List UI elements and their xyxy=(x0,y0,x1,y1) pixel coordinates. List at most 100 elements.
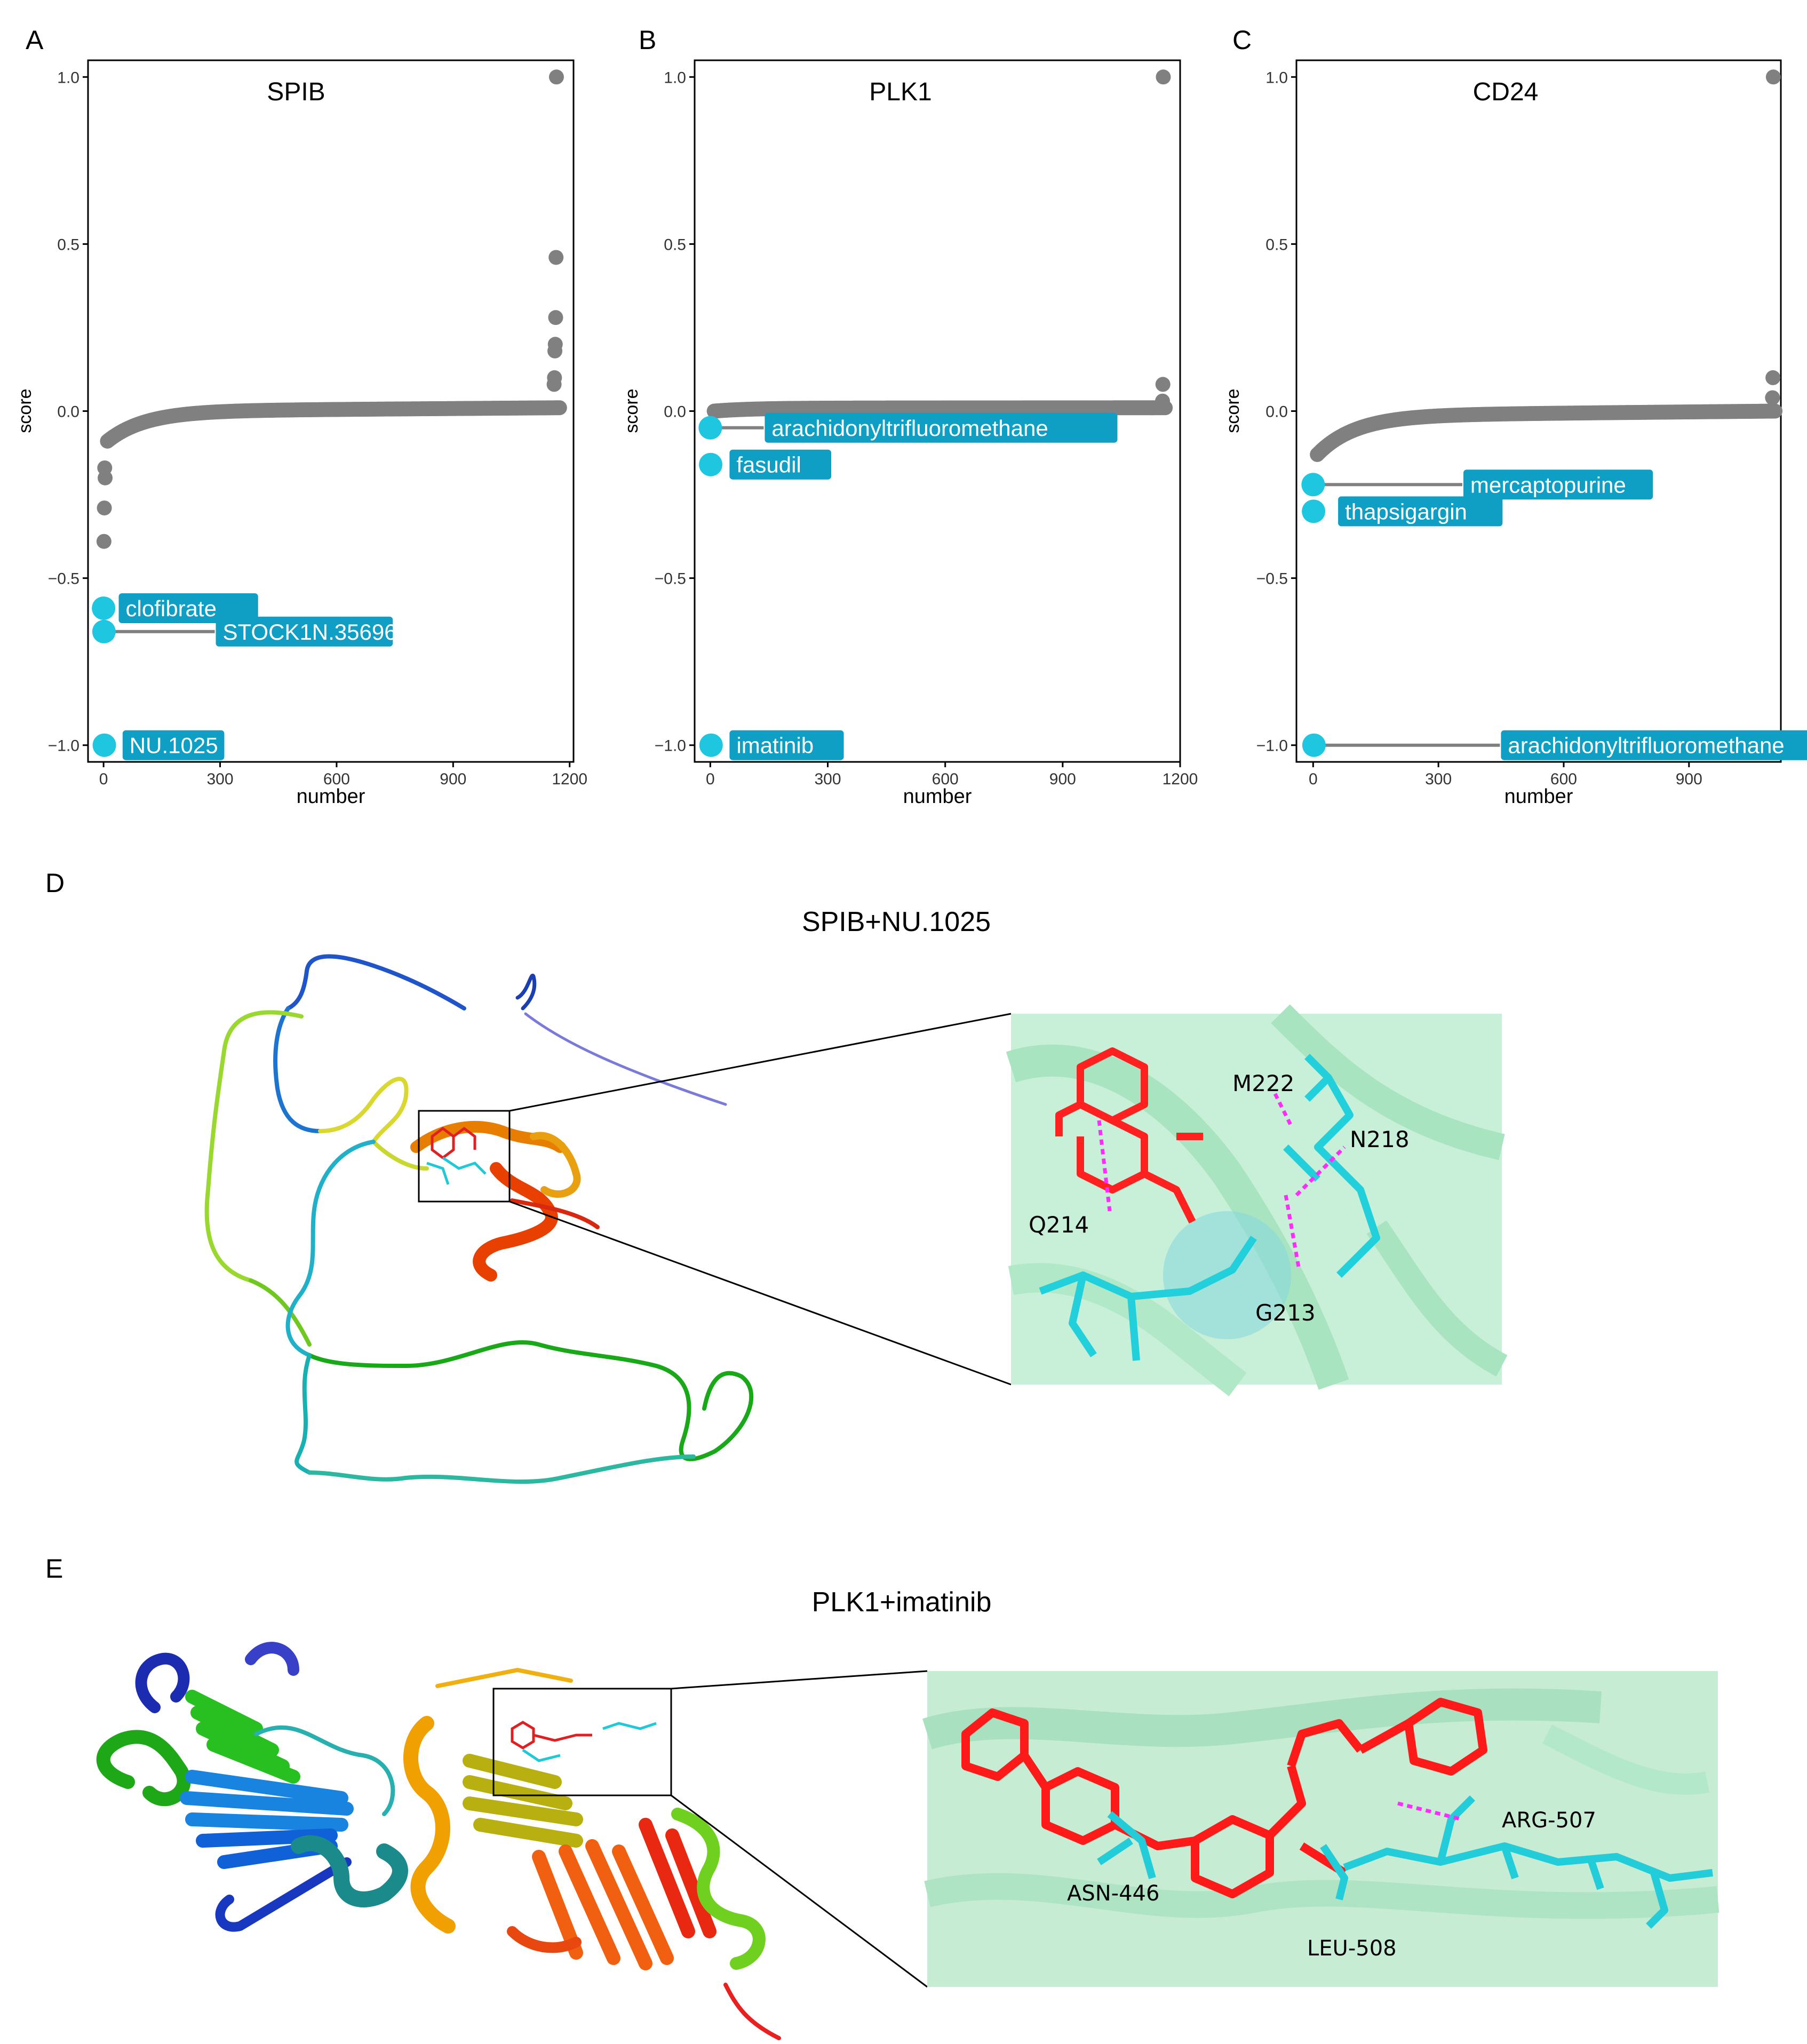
panel-letter-c: C xyxy=(1232,25,1252,55)
highlight-point-a-0 xyxy=(92,596,116,620)
curve-point xyxy=(1768,403,1783,419)
outlier-point-a-8 xyxy=(548,310,563,325)
x-axis-label-a: number xyxy=(297,785,365,808)
outlier-point-a-9 xyxy=(548,250,564,265)
ligand-imatinib-small xyxy=(511,1721,657,1762)
outlier-point-b-2 xyxy=(1156,69,1171,85)
label-box-c-2 xyxy=(1501,730,1807,760)
zoom-line-e-top xyxy=(671,1670,928,1690)
drug-label-a-0: clofibrate xyxy=(126,596,217,621)
drug-label-c-0: mercaptopurine xyxy=(1470,472,1626,497)
residue-label-leu508: LEU-508 xyxy=(1307,1936,1397,1961)
residue-label-arg507: ARG-507 xyxy=(1502,1808,1596,1833)
outlier-point-a-1 xyxy=(98,470,113,486)
x-tick-label-b-1: 300 xyxy=(814,770,841,788)
outlier-point-b-0 xyxy=(1155,393,1170,409)
drug-label-b-2: imatinib xyxy=(736,733,814,758)
drug-label-a-2: NU.1025 xyxy=(130,733,218,758)
y-tick-label-b-3: 0.5 xyxy=(664,236,686,253)
highlight-point-b-2 xyxy=(699,733,723,757)
y-tick-label-c-3: 0.5 xyxy=(1265,236,1288,253)
y-tick-label-c-4: 1.0 xyxy=(1265,69,1288,86)
panel-letter-b: B xyxy=(639,25,656,55)
chart-panel-b: B PLK1 −1.0 −0.5 0.0 0.5 1.0 0 300 600 900 1200 ar… xyxy=(622,25,1198,808)
drug-label-c-2: arachidonyltrifluoromethane xyxy=(1508,733,1784,758)
docking-panel-d: D SPIB+NU.1025 xyxy=(45,868,1508,1484)
zoom-box-d xyxy=(418,1110,511,1203)
panel-letter-e: E xyxy=(45,1554,63,1584)
y-tick-label-a-0: −1.0 xyxy=(48,737,79,755)
y-tick-label-b-2: 0.0 xyxy=(664,403,686,421)
y-tick-label-a-2: 0.0 xyxy=(57,403,79,421)
x-tick-label-a-4: 1200 xyxy=(552,770,587,788)
outlier-point-a-2 xyxy=(97,500,112,516)
x-tick-label-b-0: 0 xyxy=(706,770,715,788)
y-axis-label-c: score xyxy=(1223,388,1243,433)
x-tick-label-a-3: 900 xyxy=(440,770,466,788)
label-box-b-0 xyxy=(765,412,1118,443)
panel-letter-a: A xyxy=(26,25,44,55)
x-tick-label-a-2: 600 xyxy=(323,770,350,788)
x-tick-label-a-1: 300 xyxy=(206,770,233,788)
drug-label-a-1: STOCK1N.35696 xyxy=(223,619,397,645)
y-tick-label-a-4: 1.0 xyxy=(57,69,79,86)
label-box-a-2 xyxy=(122,730,225,760)
x-tick-label-b-4: 1200 xyxy=(1163,770,1198,788)
residue-label-asn446: ASN-446 xyxy=(1067,1881,1159,1906)
label-box-a-1 xyxy=(216,616,393,647)
outlier-point-a-5 xyxy=(547,370,562,385)
panel-letter-d: D xyxy=(45,868,65,898)
docking-title-e: PLK1+imatinib xyxy=(812,1587,992,1618)
chart-panel-c: C CD24 −1.0 −0.5 0.0 0.5 1.0 0 300 600 900 mercap… xyxy=(1223,25,1807,808)
x-axis-label-b: number xyxy=(903,785,972,808)
protein-ribbon-spib xyxy=(204,954,754,1484)
chart-title-spib: SPIB xyxy=(267,78,325,106)
outlier-point-b-1 xyxy=(1155,377,1171,392)
highlight-point-a-2 xyxy=(92,733,116,757)
y-tick-label-b-1: −0.5 xyxy=(655,570,686,588)
plot-area-c: −1.0 −0.5 0.0 0.5 1.0 0 300 600 900 mercaptopurin… xyxy=(1256,69,1807,788)
y-tick-label-a-1: −0.5 xyxy=(48,570,79,588)
chart-title-plk1: PLK1 xyxy=(869,78,932,106)
chart-title-cd24: CD24 xyxy=(1473,78,1539,106)
outlier-point-a-3 xyxy=(96,534,112,549)
chart-panel-a: A SPIB −1.0 −0.5 0.0 0.5 1.0 0 300 600 900 1200 cl… xyxy=(15,25,587,808)
x-tick-label-b-3: 900 xyxy=(1049,770,1076,788)
plot-area-a: −1.0 −0.5 0.0 0.5 1.0 0 300 600 900 1200 clofibrat… xyxy=(48,69,587,788)
highlight-point-b-1 xyxy=(699,452,723,476)
y-tick-label-c-1: −0.5 xyxy=(1256,570,1288,588)
protein-ribbon-plk1-right xyxy=(403,1668,781,2040)
residue-label-n218: N218 xyxy=(1350,1126,1410,1152)
label-box-a-0 xyxy=(118,593,258,623)
docking-title-d: SPIB+NU.1025 xyxy=(802,906,991,937)
x-tick-label-c-1: 300 xyxy=(1425,770,1452,788)
label-box-b-2 xyxy=(729,730,844,760)
drug-label-b-0: arachidonyltrifluoromethane xyxy=(771,416,1048,441)
x-tick-label-a-0: 0 xyxy=(99,770,108,788)
drug-label-c-1: thapsigargin xyxy=(1345,499,1467,524)
plot-area-b: −1.0 −0.5 0.0 0.5 1.0 0 300 600 900 1200 arachidon… xyxy=(655,69,1198,788)
outlier-point-c-2 xyxy=(1765,69,1781,85)
highlight-point-c-1 xyxy=(1302,499,1326,523)
highlight-point-c-0 xyxy=(1301,473,1325,497)
curve-point xyxy=(552,400,567,416)
y-axis-label-a: score xyxy=(15,388,35,433)
y-tick-label-c-2: 0.0 xyxy=(1265,403,1288,421)
label-box-c-0 xyxy=(1463,470,1653,500)
highlight-point-b-0 xyxy=(698,416,722,440)
zoom-line-d-bottom xyxy=(509,1200,1012,1386)
y-tick-label-a-3: 0.5 xyxy=(57,236,79,253)
outlier-point-a-10 xyxy=(548,69,564,85)
x-tick-label-c-0: 0 xyxy=(1309,770,1318,788)
y-tick-label-b-0: −1.0 xyxy=(655,737,686,755)
outlier-point-a-7 xyxy=(547,337,563,352)
outlier-point-c-1 xyxy=(1765,370,1781,385)
highlight-point-c-2 xyxy=(1302,733,1326,757)
protein-ribbon-plk1-left xyxy=(96,1642,408,1932)
label-box-c-1 xyxy=(1338,496,1503,527)
x-tick-label-c-2: 600 xyxy=(1550,770,1577,788)
highlight-point-a-1 xyxy=(92,619,116,643)
label-box-b-1 xyxy=(729,449,832,480)
y-tick-label-c-0: −1.0 xyxy=(1256,737,1288,755)
x-axis-label-c: number xyxy=(1504,785,1573,808)
